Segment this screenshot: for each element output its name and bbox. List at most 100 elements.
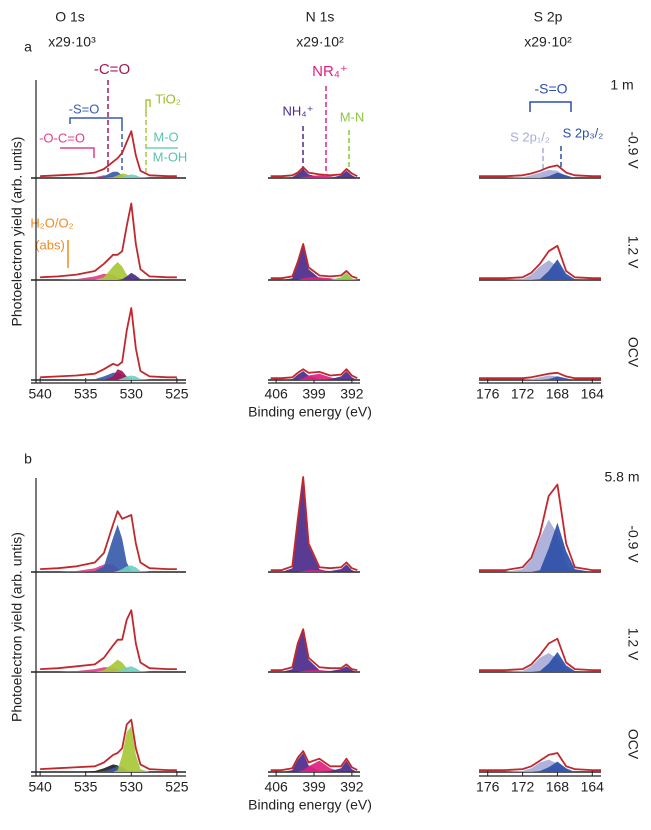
envelope-line xyxy=(270,476,358,571)
component-peak xyxy=(270,371,358,380)
column-scale: x29·10² xyxy=(524,34,572,50)
x-tick-label: 176 xyxy=(476,386,500,402)
component-peak xyxy=(479,169,601,178)
envelope-line xyxy=(270,243,358,280)
x-tick-label: 406 xyxy=(264,386,288,402)
column-title: O 1s xyxy=(55,9,85,25)
annotation: -C=O xyxy=(94,61,130,78)
x-tick-label: 392 xyxy=(340,779,364,795)
x-tick-label: 525 xyxy=(165,386,189,402)
x-tick-label: 172 xyxy=(511,779,535,795)
envelope-line xyxy=(479,637,601,671)
x-tick-label: 540 xyxy=(28,386,52,402)
x-tick-label: 530 xyxy=(120,386,144,402)
component-peak xyxy=(40,171,177,178)
component-peak xyxy=(270,760,358,772)
envelope-line xyxy=(479,483,601,571)
envelope-line xyxy=(40,130,177,178)
component-peak xyxy=(270,373,358,380)
envelope-line xyxy=(479,752,601,771)
envelope-line xyxy=(40,202,177,279)
y-axis-label: Photoelectron yield (arb. untis) xyxy=(9,137,25,327)
component-peak xyxy=(479,375,601,380)
annotation-bracket xyxy=(60,147,95,158)
annotations: -C=O -S=O TiO₂ -O-C=O M-O M-OH H₂O/O₂ (a… xyxy=(30,61,603,268)
envelope-line xyxy=(479,371,601,380)
row-label: 1.2 V xyxy=(625,628,641,661)
annotation: H₂O/O₂ xyxy=(30,215,73,230)
x-tick-label: 525 xyxy=(165,779,189,795)
time-label: 1 m xyxy=(610,77,633,93)
component-peak xyxy=(40,372,177,380)
x-tick-label: 399 xyxy=(302,386,326,402)
x-axis-label: Binding energy (eV) xyxy=(248,797,372,813)
annotation: S 2p₁/₂ xyxy=(510,129,550,144)
column-title: N 1s xyxy=(306,9,335,25)
panel-letter: a xyxy=(24,39,32,55)
annotation: NR₄⁺ xyxy=(312,63,348,80)
panel-letter: b xyxy=(24,451,32,467)
x-tick-label: 164 xyxy=(581,386,605,402)
annotation: NH₄⁺ xyxy=(283,103,314,118)
row-label: OCV xyxy=(625,337,641,368)
annotation: -S=O xyxy=(534,81,567,97)
annotation: TiO₂ xyxy=(155,91,181,106)
annotation-bracket xyxy=(529,101,572,112)
component-peak xyxy=(270,478,358,572)
envelope-line xyxy=(40,510,177,571)
component-peak xyxy=(40,764,177,772)
component-peak xyxy=(40,659,177,672)
x-tick-label: 168 xyxy=(546,779,570,795)
time-label: 5.8 m xyxy=(604,469,639,485)
envelope-line xyxy=(40,307,177,379)
annotation: S 2p₃/₂ xyxy=(563,125,604,140)
component-peak xyxy=(479,260,601,280)
x-tick-label: 530 xyxy=(120,779,144,795)
x-tick-label: 392 xyxy=(340,386,364,402)
annotation: -O-C=O xyxy=(39,130,85,145)
component-peak xyxy=(40,262,177,280)
envelope-line xyxy=(270,750,358,771)
x-tick-label: 406 xyxy=(264,779,288,795)
envelope-line xyxy=(270,166,358,178)
component-peak xyxy=(40,726,177,772)
column-title: S 2p xyxy=(534,9,563,25)
x-tick-label: 535 xyxy=(74,779,98,795)
component-peak xyxy=(270,272,358,280)
component-peak xyxy=(479,519,601,572)
x-tick-label: 535 xyxy=(74,386,98,402)
annotation: (abs) xyxy=(35,237,65,252)
x-tick-label: 399 xyxy=(302,779,326,795)
component-peak xyxy=(479,759,601,772)
component-peak xyxy=(40,524,177,572)
annotation-bracket xyxy=(145,99,151,112)
component-peak xyxy=(270,760,358,772)
column-scale: x29·10³ xyxy=(48,34,96,50)
annotation: -S=O xyxy=(69,101,100,116)
component-peak xyxy=(270,666,358,672)
x-tick-label: 176 xyxy=(476,779,500,795)
annotation: M-OH xyxy=(153,149,188,164)
x-tick-label: 164 xyxy=(581,779,605,795)
row-label: 1.2 V xyxy=(625,236,641,269)
envelope-line xyxy=(479,164,601,178)
x-tick-label: 168 xyxy=(546,386,570,402)
envelope-line xyxy=(270,628,358,671)
annotation: M-O xyxy=(153,129,178,144)
x-tick-label: 172 xyxy=(511,386,535,402)
component-peak xyxy=(479,653,601,672)
envelope-line xyxy=(40,609,177,671)
annotation-bracket xyxy=(69,117,123,126)
envelope-line xyxy=(270,368,358,380)
x-axis-label: Binding energy (eV) xyxy=(248,404,372,420)
row-label: -0.9 V xyxy=(625,525,641,563)
column-scale: x29·10² xyxy=(296,34,344,50)
component-peak xyxy=(40,766,177,772)
y-axis-label: Photoelectron yield (arb. untis) xyxy=(9,532,25,722)
row-label: OCV xyxy=(625,729,641,760)
component-peak xyxy=(270,170,358,178)
envelope-line xyxy=(479,244,601,280)
component-peak xyxy=(270,564,358,572)
